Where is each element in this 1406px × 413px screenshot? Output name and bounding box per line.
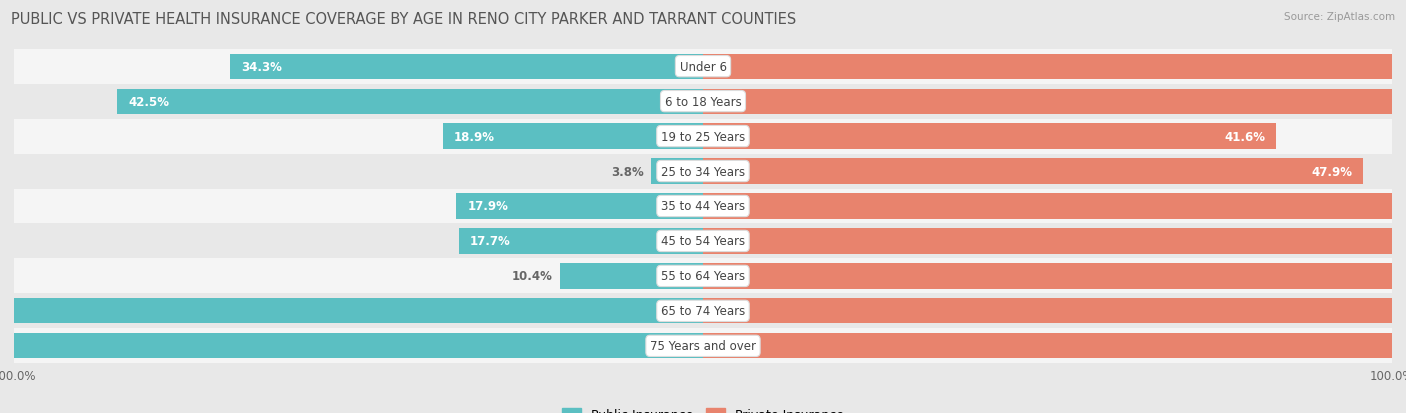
Legend: Public Insurance, Private Insurance: Public Insurance, Private Insurance bbox=[557, 404, 849, 413]
Bar bbox=[0, 224, 1406, 259]
Bar bbox=[0, 119, 1406, 154]
Bar bbox=[0, 189, 1406, 224]
Bar bbox=[0, 84, 1406, 119]
Bar bbox=[0, 259, 1406, 294]
Text: 65 to 74 Years: 65 to 74 Years bbox=[661, 305, 745, 318]
Text: 34.3%: 34.3% bbox=[242, 61, 283, 74]
Bar bbox=[703, 299, 1406, 324]
Bar bbox=[457, 194, 703, 219]
Bar bbox=[560, 263, 703, 289]
Text: 75 Years and over: 75 Years and over bbox=[650, 339, 756, 352]
Bar bbox=[0, 333, 703, 358]
Bar bbox=[0, 329, 1406, 363]
Bar bbox=[118, 89, 703, 114]
Bar bbox=[703, 55, 1406, 80]
Bar bbox=[443, 124, 703, 150]
Bar bbox=[703, 89, 1406, 114]
Text: PUBLIC VS PRIVATE HEALTH INSURANCE COVERAGE BY AGE IN RENO CITY PARKER AND TARRA: PUBLIC VS PRIVATE HEALTH INSURANCE COVER… bbox=[11, 12, 796, 27]
Bar bbox=[703, 229, 1406, 254]
Text: Source: ZipAtlas.com: Source: ZipAtlas.com bbox=[1284, 12, 1395, 22]
Bar bbox=[703, 263, 1406, 289]
Text: Under 6: Under 6 bbox=[679, 61, 727, 74]
Bar bbox=[0, 154, 1406, 189]
Text: 17.9%: 17.9% bbox=[467, 200, 508, 213]
Bar bbox=[0, 294, 1406, 329]
Text: 42.5%: 42.5% bbox=[128, 95, 170, 108]
Text: 25 to 34 Years: 25 to 34 Years bbox=[661, 165, 745, 178]
Text: 47.9%: 47.9% bbox=[1310, 165, 1353, 178]
Bar bbox=[703, 333, 1406, 358]
Text: 35 to 44 Years: 35 to 44 Years bbox=[661, 200, 745, 213]
Text: 45 to 54 Years: 45 to 54 Years bbox=[661, 235, 745, 248]
Text: 6 to 18 Years: 6 to 18 Years bbox=[665, 95, 741, 108]
Text: 55 to 64 Years: 55 to 64 Years bbox=[661, 270, 745, 283]
Bar bbox=[0, 50, 1406, 84]
Bar bbox=[0, 299, 703, 324]
Text: 19 to 25 Years: 19 to 25 Years bbox=[661, 130, 745, 143]
Bar bbox=[703, 124, 1277, 150]
Bar bbox=[703, 159, 1362, 184]
Text: 10.4%: 10.4% bbox=[512, 270, 553, 283]
Text: 41.6%: 41.6% bbox=[1225, 130, 1265, 143]
Bar bbox=[231, 55, 703, 80]
Bar bbox=[703, 194, 1406, 219]
Bar bbox=[651, 159, 703, 184]
Text: 3.8%: 3.8% bbox=[612, 165, 644, 178]
Bar bbox=[460, 229, 703, 254]
Text: 18.9%: 18.9% bbox=[454, 130, 495, 143]
Text: 17.7%: 17.7% bbox=[470, 235, 510, 248]
